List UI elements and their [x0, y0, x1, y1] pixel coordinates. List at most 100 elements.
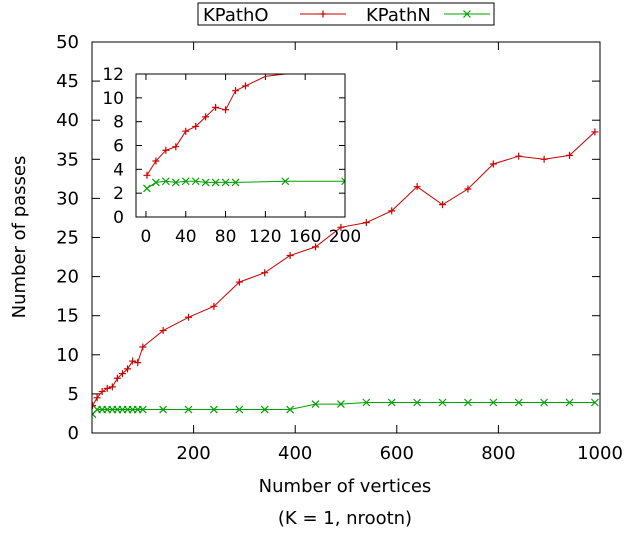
main-data-point-KPathO	[439, 201, 447, 209]
inset-x-tick-label: 160	[289, 227, 321, 247]
inset-y-tick-label: 12	[102, 65, 124, 85]
inset-data-point-KPathO	[152, 157, 160, 165]
legend-marker-KPathO	[319, 10, 327, 18]
main-data-point-KPathO	[489, 160, 497, 168]
inset-data-point-KPathN	[181, 177, 190, 186]
legend-label-KPathO: KPathO	[203, 5, 269, 26]
main-y-tick-label: 45	[56, 71, 79, 92]
main-x-tick-label: 400	[278, 443, 312, 464]
inset-x-tick-label: 80	[215, 227, 237, 247]
inset-x-tick-label: 200	[329, 227, 361, 247]
main-data-point-KPathN	[413, 398, 422, 407]
inset-plot-frame	[135, 73, 346, 218]
main-data-point-KPathN	[540, 398, 549, 407]
main-data-point-KPathN	[311, 400, 320, 408]
main-data-point-KPathO	[235, 278, 243, 286]
inset-data-point-KPathN	[201, 178, 210, 187]
main-data-point-KPathN	[138, 405, 147, 414]
inset-y-tick-label: 0	[113, 208, 124, 228]
main-y-tick-label: 10	[56, 345, 79, 366]
inset-plot-background	[136, 74, 345, 217]
inset-y-tick-label: 6	[113, 137, 124, 157]
main-data-point-KPathO	[124, 365, 132, 373]
main-data-point-KPathO	[464, 185, 472, 193]
inset-data-point-KPathO	[162, 146, 170, 154]
main-data-point-KPathO	[118, 370, 126, 378]
y-axis-title: Number of passes	[9, 156, 30, 319]
inset-data-point-KPathN	[151, 178, 160, 187]
main-series-line-KPathN	[92, 402, 595, 415]
main-data-point-KPathN	[159, 405, 168, 414]
main-data-point-KPathO	[134, 359, 142, 367]
main-data-point-KPathO	[286, 251, 294, 259]
inset-x-tick-label: 120	[249, 227, 281, 247]
inset-data-point-KPathO	[232, 87, 240, 95]
inset-y-tick-label: 4	[113, 160, 124, 180]
inset-series-KPathN	[143, 177, 345, 193]
inset-y-tick-label: 2	[113, 184, 124, 204]
main-data-point-KPathO	[591, 128, 599, 136]
inset-data-point-KPathO	[182, 127, 190, 135]
inset-series-line-KPathN	[146, 180, 345, 189]
main-data-point-KPathO	[540, 155, 548, 163]
main-data-point-KPathO	[93, 394, 101, 402]
main-data-point-KPathN	[235, 405, 244, 414]
inset-series-KPathO	[143, 74, 290, 179]
main-y-tick-label: 30	[56, 188, 79, 209]
main-data-point-KPathO	[337, 223, 345, 231]
main-data-point-KPathO	[113, 374, 121, 382]
inset-x-tick-label: 0	[141, 227, 152, 247]
main-data-point-KPathO	[261, 269, 269, 277]
main-x-tick-label: 600	[380, 443, 414, 464]
main-y-tick-label: 35	[56, 149, 79, 170]
inset-data-point-KPathN	[171, 178, 180, 187]
main-data-point-KPathN	[438, 398, 447, 407]
main-data-point-KPathN	[514, 398, 523, 407]
legend-label-KPathN: KPathN	[366, 5, 431, 26]
main-data-point-KPathO	[362, 219, 370, 227]
main-y-tick-label: 15	[56, 306, 79, 327]
main-data-point-KPathO	[129, 357, 137, 365]
main-data-point-KPathN	[565, 398, 574, 407]
inset-y-tick-label: 8	[113, 113, 124, 133]
main-data-point-KPathO	[388, 207, 396, 215]
main-data-point-KPathO	[98, 388, 106, 396]
inset-data-point-KPathO	[241, 82, 249, 90]
x-axis-title: Number of vertices	[259, 476, 432, 497]
legend-marker-KPathN	[463, 10, 471, 18]
inset-data-point-KPathO	[222, 106, 230, 114]
main-data-point-KPathO	[185, 313, 193, 321]
inset-data-point-KPathN	[281, 177, 290, 186]
inset-data-point-KPathN	[231, 178, 240, 187]
inset-data-point-KPathO	[212, 103, 220, 111]
inset-data-point-KPathO	[202, 113, 210, 121]
legend: KPathO KPathN	[197, 2, 495, 26]
main-data-point-KPathO	[108, 383, 116, 391]
main-data-point-KPathO	[210, 302, 218, 310]
inset-data-point-KPathO	[143, 171, 151, 179]
main-data-point-KPathN	[362, 398, 371, 407]
inset-data-point-KPathN	[143, 184, 151, 193]
main-y-tick-label: 20	[56, 267, 79, 288]
inset-y-tick-label: 10	[102, 89, 124, 109]
inset-data-point-KPathN	[221, 178, 230, 187]
main-data-point-KPathN	[260, 405, 269, 414]
main-data-point-KPathN	[590, 398, 599, 407]
main-y-tick-label: 50	[56, 32, 79, 53]
main-data-point-KPathO	[566, 151, 574, 159]
inset-plot: 0 40 80 120 160 200 0 2 4 6 8 10 12	[102, 65, 361, 247]
inset-data-point-KPathN	[211, 178, 220, 187]
main-data-point-KPathO	[515, 152, 523, 160]
inset-data-point-KPathN	[341, 177, 345, 186]
main-data-point-KPathN	[387, 398, 396, 407]
main-data-point-KPathO	[139, 343, 147, 351]
main-data-point-KPathN	[336, 400, 345, 408]
main-series-KPathN	[92, 398, 599, 419]
main-data-point-KPathN	[184, 405, 193, 414]
main-data-point-KPathN	[463, 398, 472, 407]
main-data-point-KPathO	[312, 243, 320, 251]
main-y-tick-label: 40	[56, 110, 79, 131]
main-x-tick-label: 800	[481, 443, 515, 464]
